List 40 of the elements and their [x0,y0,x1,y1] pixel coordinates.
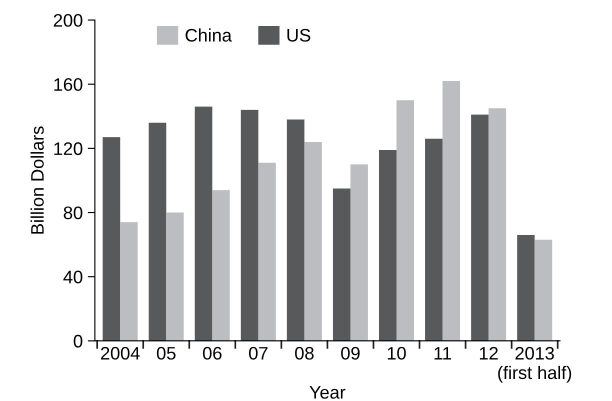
bar [304,142,322,341]
bar [258,162,276,341]
x-tick-label: 12 [480,346,498,360]
x-tick-label: 11 [434,347,452,360]
bar [396,100,414,341]
bar [534,240,552,341]
bar [286,120,304,341]
bar [471,114,489,341]
bar [120,222,138,341]
bar [488,108,506,341]
bar [212,190,230,341]
bar [350,164,368,341]
x-tick-label: 08 [295,346,314,360]
y-axis-title: Billion Dollars [30,126,44,234]
bar [517,234,535,341]
bar [379,150,396,341]
x-tick-label: 05 [156,346,176,360]
y-tick-label: 200 [54,14,82,27]
x-tick-label: 2004 [101,346,140,360]
x-axis-title: Year [310,386,346,399]
bar [425,138,443,341]
bar [148,122,166,341]
x-tick-label: 2013 (first half) [498,346,572,383]
x-tick-label: 10 [388,346,406,360]
bar [194,106,212,341]
bar [166,212,184,341]
x-tick-label: 09 [341,346,360,360]
y-tick-label: 160 [54,78,82,91]
x-tick-label: 06 [202,346,222,360]
legend-label: US [287,28,310,42]
x-tick-label: 07 [249,346,268,360]
bar [102,137,120,341]
bar [332,188,350,341]
y-tick-label: 80 [64,206,82,220]
bar [442,81,460,341]
legend-label: China [186,28,232,42]
bar [240,110,258,341]
y-tick-label: 0 [74,334,82,348]
y-tick-label: 120 [54,142,82,156]
y-tick-label: 40 [63,270,82,284]
